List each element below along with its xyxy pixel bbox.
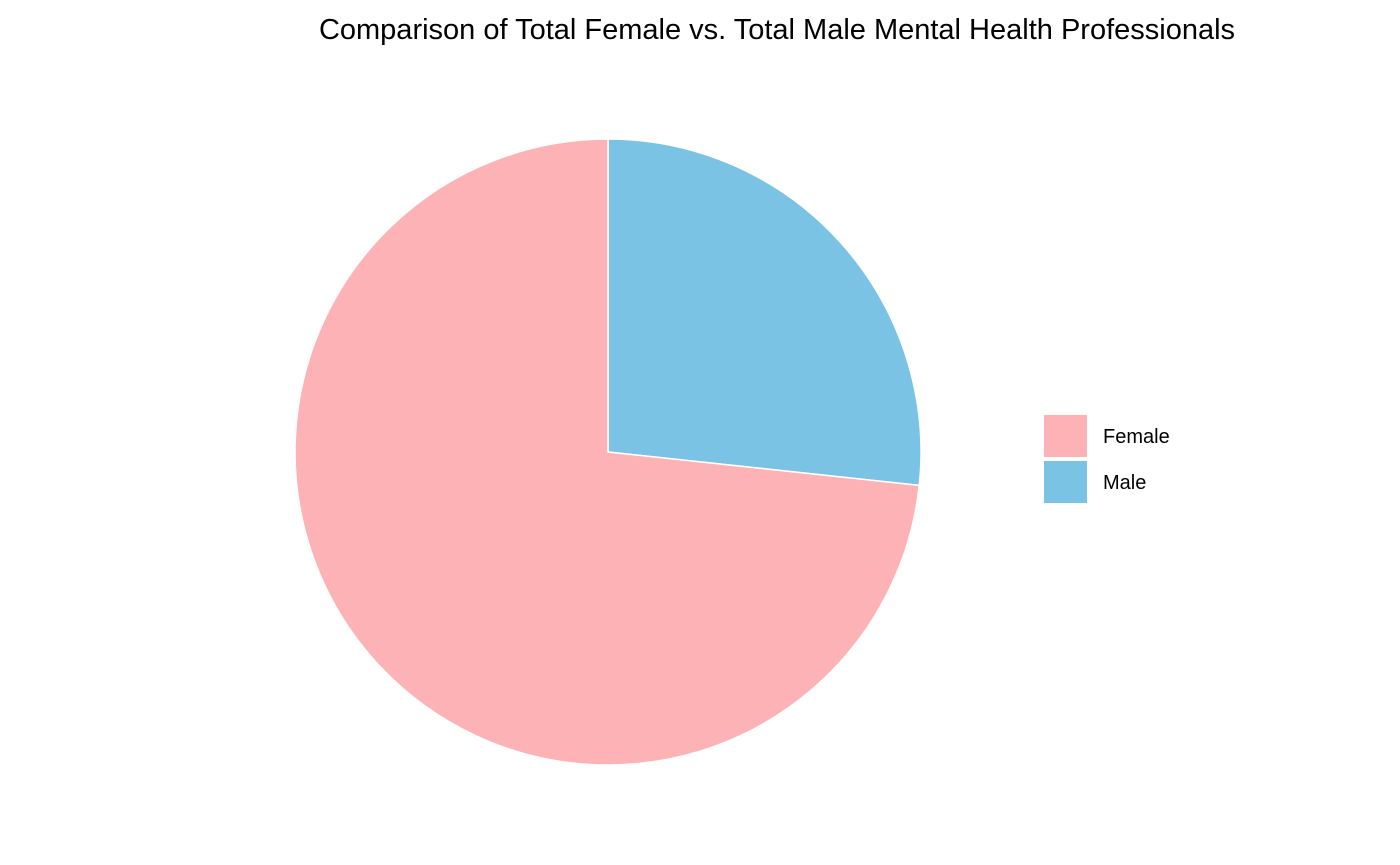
chart-title: Comparison of Total Female vs. Total Mal… xyxy=(319,14,1235,46)
legend: Female Male xyxy=(1044,415,1170,503)
pie-slices xyxy=(294,138,922,766)
legend-key-female xyxy=(1044,415,1087,457)
legend-label-male: Male xyxy=(1103,472,1146,494)
pie-slice-female xyxy=(294,138,921,766)
legend-key-male xyxy=(1044,461,1087,503)
legend-label-female: Female xyxy=(1103,426,1170,448)
pie-slice-male xyxy=(607,138,922,487)
